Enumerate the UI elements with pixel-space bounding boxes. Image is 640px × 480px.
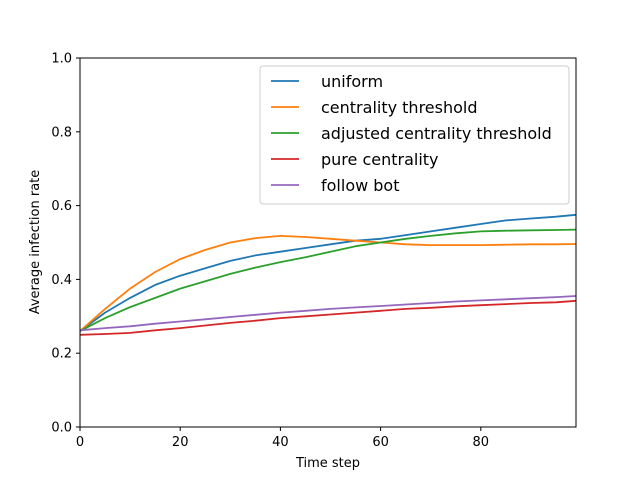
legend-box [259, 65, 570, 205]
axes [79, 57, 577, 428]
legend-entry: pure centrality [321, 150, 439, 169]
y-tick-label: 0.6 [51, 199, 72, 214]
legend-entry: follow bot [321, 176, 400, 195]
x-tick-label: 20 [172, 435, 189, 450]
y-tick-label: 1.0 [51, 52, 72, 67]
legend-entry: uniform [321, 72, 383, 91]
y-axis-label: Average infection rate [28, 170, 43, 315]
series-line-1 [79, 234, 577, 332]
x-tick-label: 0 [76, 435, 84, 450]
series-line-2 [79, 228, 577, 332]
legend: uniform centrality threshold adjusted cent… [259, 65, 570, 205]
x-tick-label: 60 [372, 435, 389, 450]
series-line-3 [79, 299, 577, 336]
series-line-0 [79, 213, 577, 332]
x-axis-label: Time step [295, 456, 360, 471]
x-tick-label: 40 [272, 435, 289, 450]
x-tick-label: 80 [473, 435, 490, 450]
y-tick-label: 0.4 [51, 273, 72, 288]
plot-frame [79, 57, 577, 428]
series-lines [79, 213, 577, 336]
series-line-4 [79, 295, 577, 332]
y-tick-label: 0.0 [51, 421, 72, 436]
legend-entry: adjusted centrality threshold [321, 124, 552, 143]
ticks: 0 20 40 60 80 0.0 0.2 0.4 0.6 0.8 1.0 [51, 52, 489, 451]
y-tick-label: 0.8 [51, 125, 72, 140]
legend-entry: centrality threshold [321, 98, 478, 117]
y-tick-label: 0.2 [51, 347, 72, 362]
